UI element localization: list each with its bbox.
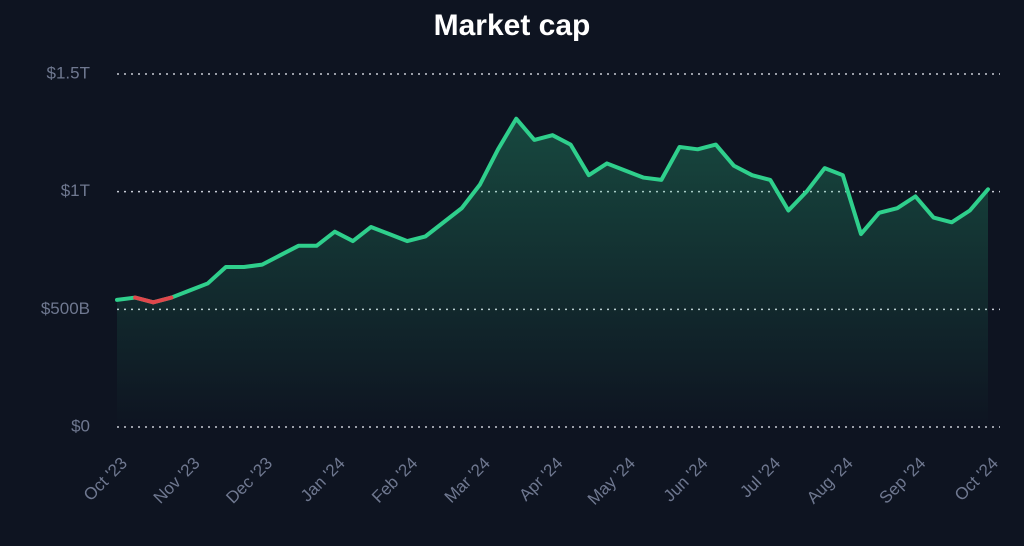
x-tick-label: Jun '24 (660, 454, 712, 506)
x-tick-label: Aug '24 (803, 454, 857, 508)
y-tick-label: $1.5T (47, 63, 90, 82)
x-tick-label: Nov '23 (150, 454, 204, 508)
x-tick-label: Oct '23 (80, 454, 131, 505)
y-tick-label: $0 (71, 416, 90, 435)
x-tick-label: Apr '24 (515, 454, 566, 505)
x-tick-label: May '24 (584, 454, 639, 509)
x-tick-label: Jan '24 (297, 454, 349, 506)
x-tick-label: Feb '24 (368, 454, 421, 507)
area (117, 118, 988, 428)
line-down-segment (133, 295, 156, 305)
x-tick-label: Mar '24 (441, 454, 494, 507)
x-tick-label: Dec '23 (222, 454, 276, 508)
line-down-segment (151, 295, 174, 305)
line (115, 116, 990, 305)
x-tick-label: Sep '24 (876, 454, 930, 508)
y-tick-label: $500B (41, 299, 90, 318)
chart-title: Market cap (434, 9, 591, 42)
x-tick-label: Jul '24 (736, 454, 784, 502)
x-tick-label: Oct '24 (951, 454, 1002, 505)
y-tick-label: $1T (61, 181, 90, 200)
